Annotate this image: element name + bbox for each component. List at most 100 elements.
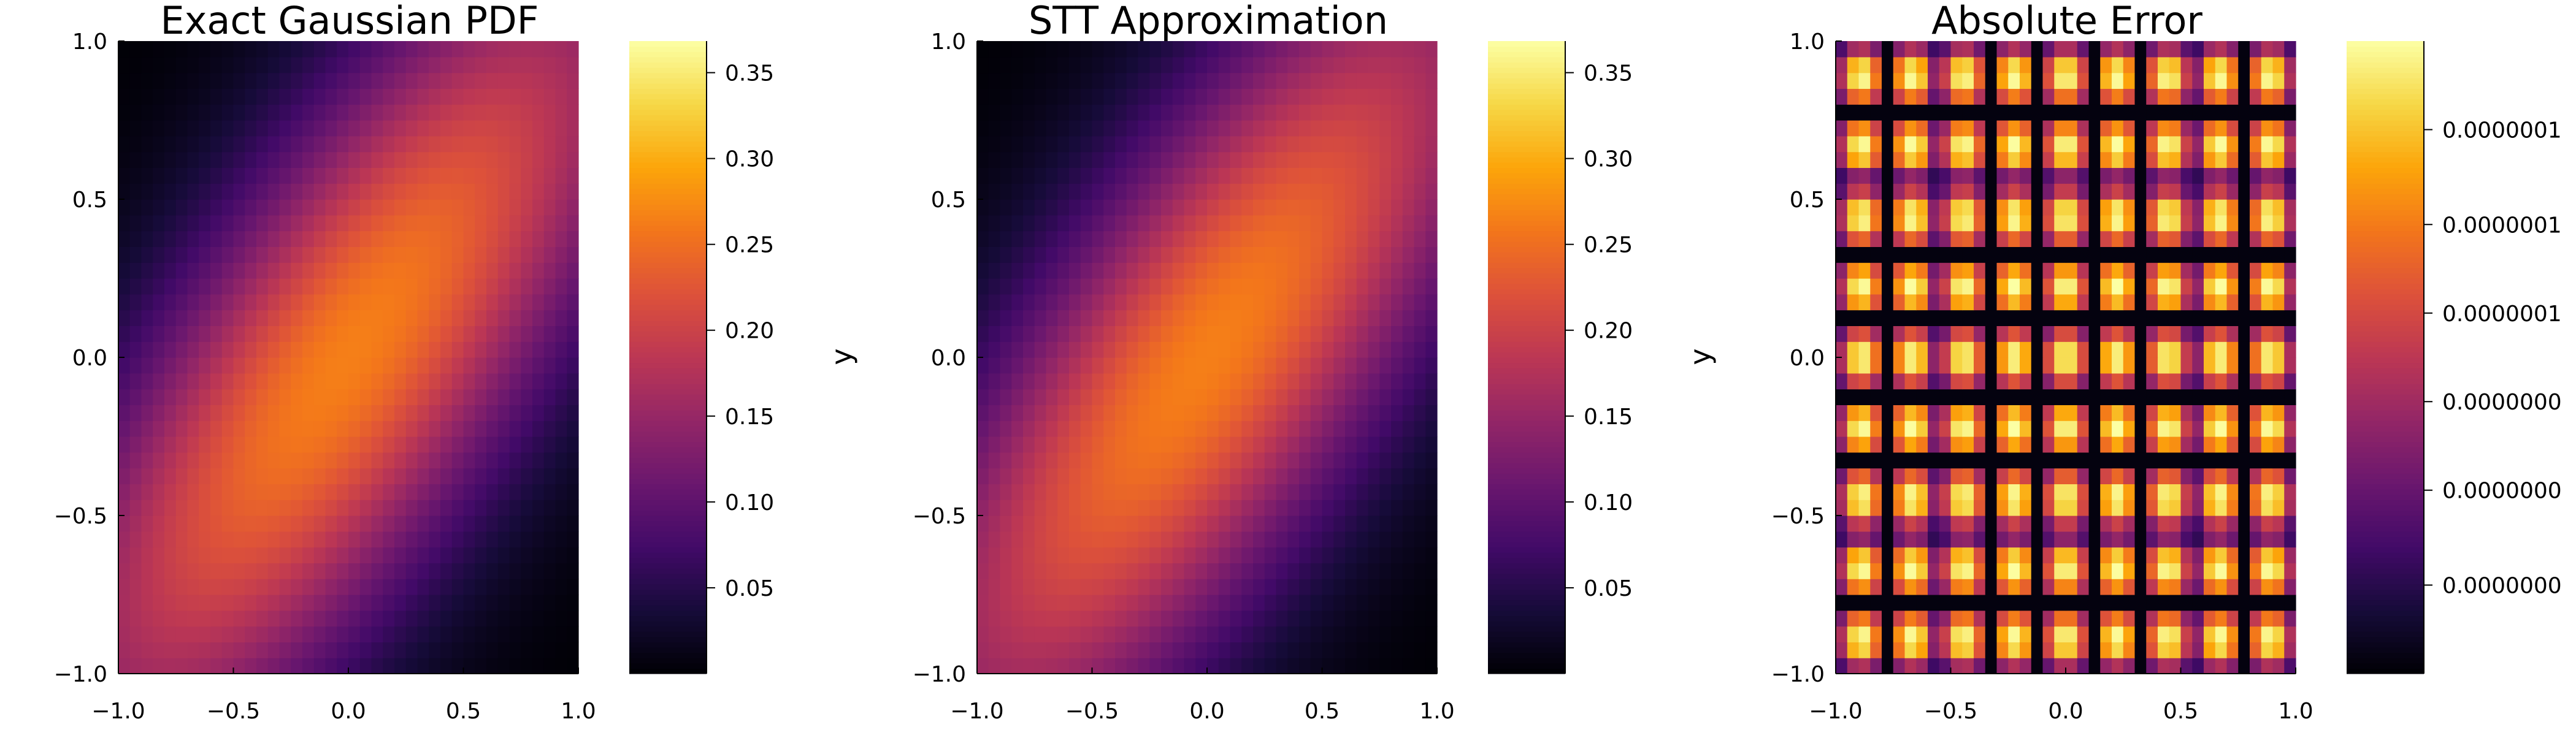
heatmap-cell [2215, 484, 2227, 500]
heatmap-cell [1035, 436, 1046, 452]
heatmap-cell [440, 531, 452, 547]
heatmap-cell [164, 73, 176, 89]
heatmap-cell [1974, 658, 1985, 674]
heatmap-cell [1882, 500, 1893, 515]
heatmap-cell [1916, 357, 1928, 373]
heatmap-cell [2204, 341, 2215, 357]
heatmap-cell [1241, 642, 1253, 658]
heatmap-cell [1928, 405, 1939, 420]
heatmap-cell [280, 246, 291, 262]
heatmap-cell [1311, 468, 1322, 484]
heatmap-cell [1057, 136, 1069, 152]
heatmap-cell [1149, 120, 1161, 136]
heatmap-cell [1403, 468, 1414, 484]
heatmap-cell [2204, 373, 2215, 389]
heatmap-cell [1905, 152, 1917, 168]
heatmap-cell [1081, 73, 1092, 89]
heatmap-cell [1928, 325, 1939, 341]
heatmap-cell [1928, 357, 1939, 373]
heatmap-cell [1391, 167, 1403, 183]
heatmap-cell [234, 120, 245, 136]
heatmap-cell [2031, 88, 2043, 104]
heatmap-cell [1985, 468, 1997, 484]
heatmap-cell [210, 167, 222, 183]
heatmap-cell [1184, 547, 1196, 563]
heatmap-cell [452, 515, 464, 531]
heatmap-cell [1069, 579, 1081, 595]
heatmap-cell [977, 357, 989, 373]
heatmap-cell [475, 183, 486, 199]
heatmap-cell [1127, 294, 1138, 310]
heatmap-cell [256, 120, 268, 136]
heatmap-cell [1253, 484, 1265, 500]
heatmap-cell [1184, 658, 1196, 674]
heatmap-cell [1000, 595, 1012, 611]
heatmap-cell [2273, 136, 2285, 152]
heatmap-cell [1103, 626, 1115, 642]
heatmap-cell [1138, 436, 1150, 452]
colorbar-segment [629, 88, 707, 94]
heatmap-cell [1207, 57, 1219, 73]
heatmap-cell [2284, 231, 2296, 247]
heatmap-cell [440, 579, 452, 595]
heatmap-cell [989, 357, 1000, 373]
heatmap-cell [1000, 120, 1012, 136]
heatmap-cell [1836, 152, 1847, 168]
heatmap-cell [1997, 611, 2009, 626]
heatmap-cell [2054, 310, 2066, 326]
heatmap-cell [1974, 436, 1985, 452]
heatmap-cell [1011, 231, 1023, 247]
heatmap-cell [1345, 595, 1357, 611]
heatmap-cell [1311, 642, 1322, 658]
colorbar-segment [1488, 289, 1565, 294]
heatmap-cell [1357, 595, 1368, 611]
heatmap-cell [464, 595, 475, 611]
heatmap-cell [1253, 231, 1265, 247]
heatmap-cell [1046, 405, 1058, 420]
heatmap-cell [2204, 642, 2215, 658]
heatmap-cell [2238, 199, 2250, 215]
heatmap-cell [532, 500, 544, 515]
heatmap-cell [199, 215, 210, 231]
heatmap-cell [498, 73, 510, 89]
heatmap-cell [418, 199, 429, 215]
heatmap-cell [1962, 278, 1974, 294]
heatmap-cell [1836, 626, 1847, 642]
heatmap-cell [245, 183, 256, 199]
heatmap-cell [977, 626, 989, 642]
heatmap-cell [1207, 611, 1219, 626]
heatmap-cell [383, 152, 394, 168]
colorbar-segment [629, 94, 707, 99]
heatmap-cell [1414, 611, 1426, 626]
heatmap-cell [1951, 389, 1963, 405]
heatmap-cell [2273, 531, 2285, 547]
heatmap-cell [1928, 658, 1939, 674]
heatmap-cell [1951, 231, 1963, 247]
heatmap-cell [268, 579, 280, 595]
heatmap-cell [1299, 136, 1311, 152]
heatmap-cell [1230, 563, 1242, 579]
heatmap-cell [1859, 152, 1871, 168]
heatmap-cell [1311, 215, 1322, 231]
heatmap-cell [176, 262, 188, 278]
heatmap-cell [1357, 389, 1368, 405]
heatmap-cell [280, 357, 291, 373]
heatmap-cell [256, 152, 268, 168]
heatmap-cell [199, 515, 210, 531]
heatmap-cell [1939, 231, 1951, 247]
heatmap-cell [302, 57, 314, 73]
heatmap-cell [475, 357, 486, 373]
heatmap-cell [142, 41, 153, 57]
heatmap-cell [977, 57, 989, 73]
heatmap-cell [2112, 389, 2123, 405]
heatmap-cell [1265, 199, 1276, 215]
colorbar-segment [1488, 110, 1565, 115]
colorbar-segment [1488, 146, 1565, 152]
heatmap-cell [383, 500, 394, 515]
heatmap-cell [1057, 152, 1069, 168]
colorbar-segment [1488, 484, 1565, 489]
heatmap-cell [464, 436, 475, 452]
heatmap-cell [2181, 215, 2193, 231]
heatmap-cell [532, 325, 544, 341]
